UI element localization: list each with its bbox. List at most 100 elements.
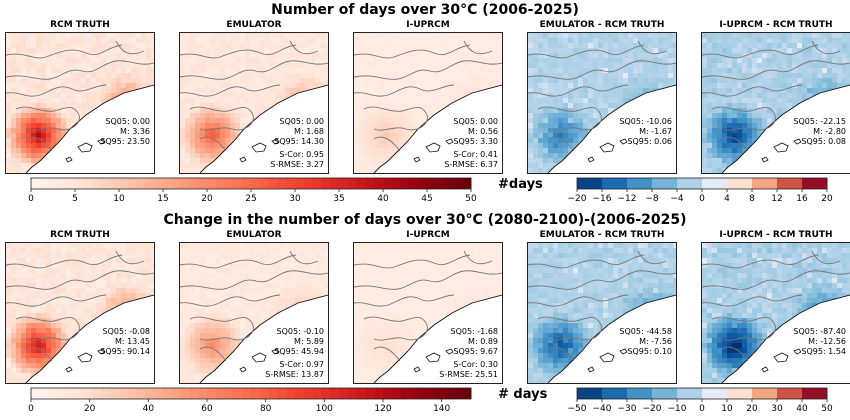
score-line: S-RMSE: 3.27 (270, 160, 324, 169)
colorbar-tick-label: 20 (84, 404, 96, 414)
colorbar-sequential: 0 5 10 15 20 25 30 35 40 45 50 (27, 177, 477, 209)
colorbar-tick-label: 20 (746, 404, 758, 414)
colorbar-tick-label: 8 (749, 194, 755, 204)
colorbar-tick-label: −16 (593, 194, 612, 204)
stat-line: SQ05: -1.68 (450, 327, 499, 336)
map-panel: SQ05: -44.58 M: -7.56 SQ95: 0.10 (527, 242, 677, 384)
stats-box: SQ05: 0.00 M: 0.56 SQ95: 3.30 (453, 117, 498, 147)
stats-box: SQ05: -1.68 M: 0.89 SQ95: 9.67 (451, 327, 499, 357)
stat-line: SQ05: -22.15 (793, 117, 846, 126)
colorbar-tick-label: −40 (593, 404, 612, 414)
panel-title: I-UPRCM (406, 20, 450, 30)
score-line: S-RMSE: 6.37 (444, 160, 498, 169)
colorbar-tick-label: −8 (645, 194, 659, 204)
stat-line: SQ95: 0.10 (627, 347, 672, 356)
colorbar-tick-label: −10 (668, 404, 687, 414)
heatmap (702, 33, 850, 173)
panel-title: RCM TRUTH (50, 230, 110, 240)
map-panel: SQ05: 0.00 M: 1.68 SQ95: 14.30 S-Cor: 0.95 S… (179, 32, 329, 174)
score-box: S-Cor: 0.95 S-RMSE: 3.27 (270, 150, 324, 170)
colorbar-tick-label: 35 (333, 194, 344, 204)
stat-line: M: 3.36 (120, 127, 150, 136)
score-box: S-Cor: 0.97 S-RMSE: 13.87 (265, 360, 324, 380)
map-panel: SQ05: -0.10 M: 5.89 SQ95: 45.94 S-Cor: 0.97… (179, 242, 329, 384)
colorbar-tick-label: 0 (28, 404, 34, 414)
stat-line: SQ05: -87.40 (793, 327, 846, 336)
heatmap (180, 243, 328, 383)
heatmap (702, 243, 850, 383)
colorbar-tick-label: 40 (143, 404, 155, 414)
colorbar-tick-label: 120 (374, 404, 391, 414)
colorbar-tick-label: 4 (724, 194, 730, 204)
stats-box: SQ05: -22.15 M: -2.80 SQ95: 0.08 (793, 117, 846, 147)
stat-line: SQ95: 23.50 (100, 137, 150, 146)
stat-line: SQ95: 0.06 (627, 137, 672, 146)
colorbar-tick-label: 10 (113, 194, 125, 204)
stats-box: SQ05: 0.00 M: 1.68 SQ95: 14.30 (274, 117, 324, 147)
colorbar-tick-label: 12 (771, 194, 782, 204)
colorbar-tick-label: 50 (465, 194, 477, 204)
colorbar-tick-label: −50 (568, 404, 587, 414)
stats-box: SQ05: 0.00 M: 3.36 SQ95: 23.50 (100, 117, 150, 147)
colorbar-tick-label: 5 (72, 194, 78, 204)
colorbar-tick-label: 140 (433, 404, 450, 414)
panel-title: I-UPRCM - RCM TRUTH (719, 230, 833, 240)
colorbar-tick-label: 20 (821, 194, 833, 204)
colorbar-diverging: −20 −16 −12 −8 −4 0 4 8 12 16 20 (568, 177, 833, 209)
score-line: S-Cor: 0.41 (453, 150, 498, 159)
heatmap (528, 243, 676, 383)
stats-box: SQ05: -44.58 M: -7.56 SQ95: 0.10 (619, 327, 672, 357)
map-panel: SQ05: 0.00 M: 3.36 SQ95: 23.50 (5, 32, 155, 174)
heatmap (6, 33, 154, 173)
colorbar-tick-label: −20 (643, 404, 662, 414)
stats-box: SQ05: -0.10 M: 5.89 SQ95: 45.94 (274, 327, 324, 357)
colorbar-tick-label: 100 (316, 404, 333, 414)
panel-title: I-UPRCM - RCM TRUTH (719, 20, 833, 30)
colorbar-tick-label: 30 (771, 404, 783, 414)
stat-line: SQ05: 0.00 (453, 117, 498, 126)
stat-line: SQ05: 0.00 (279, 117, 324, 126)
stat-line: SQ95: 9.67 (453, 347, 498, 356)
stat-line: M: 13.45 (114, 337, 150, 346)
colorbar-tick-label: 16 (796, 194, 808, 204)
stat-line: M: 0.89 (468, 337, 498, 346)
colorbar-tick-label: 40 (377, 194, 389, 204)
score-line: S-RMSE: 13.87 (265, 370, 324, 379)
map-panel: SQ05: -0.08 M: 13.45 SQ95: 90.14 (5, 242, 155, 384)
panel-title: EMULATOR (226, 230, 282, 240)
map-panel: SQ05: -10.06 M: -1.67 SQ95: 0.06 (527, 32, 677, 174)
colorbar-tick-label: −4 (670, 194, 684, 204)
row-title: Number of days over 30°C (2006-2025) (271, 2, 579, 18)
colorbar-sequential: 0 20 40 60 80 100 120 140 (27, 387, 475, 419)
stats-box: SQ05: -87.40 M: -12.56 SQ95: 1.54 (793, 327, 846, 357)
stat-line: SQ95: 14.30 (274, 137, 324, 146)
stat-line: M: -12.56 (808, 337, 846, 346)
colorbar-tick-label: 0 (699, 194, 705, 204)
colorbar-tick-label: 20 (201, 194, 213, 204)
heatmap (6, 243, 154, 383)
colorbar-tick-label: 45 (421, 194, 432, 204)
colorbar-tick-label: −20 (568, 194, 587, 204)
colorbar-label: # days (498, 387, 548, 402)
row-title: Change in the number of days over 30°C (… (163, 212, 687, 228)
score-line: S-Cor: 0.97 (279, 360, 324, 369)
stats-box: SQ05: -0.08 M: 13.45 SQ95: 90.14 (100, 327, 150, 357)
stat-line: SQ05: -44.58 (619, 327, 672, 336)
colorbar-tick-label: 15 (157, 194, 168, 204)
stat-line: SQ95: 90.14 (100, 347, 150, 356)
colorbar-tick-label: 0 (28, 194, 34, 204)
stat-line: SQ05: -0.10 (276, 327, 325, 336)
colorbar-tick-label: 40 (796, 404, 808, 414)
colorbar-label: #days (498, 177, 543, 192)
score-line: S-RMSE: 25.51 (439, 370, 498, 379)
map-panel: SQ05: -1.68 M: 0.89 SQ95: 9.67 S-Cor: 0.30 S… (353, 242, 503, 384)
score-box: S-Cor: 0.41 S-RMSE: 6.37 (444, 150, 498, 170)
map-panel: SQ05: -87.40 M: -12.56 SQ95: 1.54 (701, 242, 850, 384)
panel-title: I-UPRCM (406, 230, 450, 240)
score-line: S-Cor: 0.95 (279, 150, 324, 159)
stat-line: SQ05: -0.08 (102, 327, 151, 336)
heatmap (354, 33, 502, 173)
stat-line: M: -7.56 (639, 337, 672, 346)
colorbar-tick-label: 50 (821, 404, 833, 414)
heatmap (354, 243, 502, 383)
